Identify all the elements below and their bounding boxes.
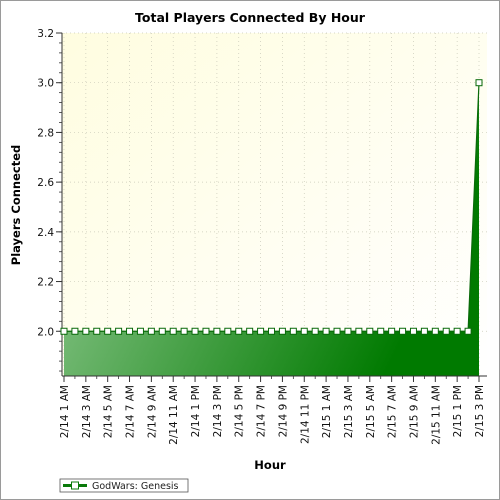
data-point <box>300 327 308 335</box>
legend: GodWars: Genesis <box>59 478 189 493</box>
data-point <box>333 327 341 335</box>
x-tick-label: 2/14 9 PM <box>277 385 289 437</box>
data-point <box>71 327 79 335</box>
x-tick-label: 2/15 9 AM <box>408 385 420 438</box>
data-point <box>377 327 385 335</box>
x-tick-label: 2/15 7 AM <box>387 385 399 438</box>
data-point <box>158 327 166 335</box>
y-tick-label: 2.2 <box>37 277 54 289</box>
x-tick-label: 2/14 7 PM <box>256 385 268 437</box>
data-point <box>409 327 417 335</box>
data-point <box>115 327 123 335</box>
data-point <box>82 327 90 335</box>
x-tick-label: 2/15 1 PM <box>452 385 464 437</box>
data-point <box>235 327 243 335</box>
series-area-fill <box>64 82 479 376</box>
x-tick-label: 2/14 11 AM <box>168 385 180 445</box>
data-point <box>464 327 472 335</box>
legend-label: GodWars: Genesis <box>92 481 179 492</box>
data-point <box>388 327 396 335</box>
data-point <box>431 327 439 335</box>
data-point <box>213 327 221 335</box>
data-point <box>224 327 232 335</box>
data-point <box>93 327 101 335</box>
data-point <box>322 327 330 335</box>
x-tick-label: 2/15 3 AM <box>343 385 355 438</box>
x-tick-label: 2/15 11 AM <box>430 385 442 445</box>
data-point <box>420 327 428 335</box>
data-point <box>104 327 112 335</box>
data-point <box>278 327 286 335</box>
x-tick-label: 2/14 3 PM <box>212 385 224 437</box>
data-point <box>311 327 319 335</box>
x-axis-label: Hour <box>254 458 286 472</box>
x-tick-label: 2/14 9 AM <box>146 385 158 438</box>
x-tick-label: 2/14 1 PM <box>190 385 202 437</box>
series-markers <box>60 79 483 335</box>
y-axis-label: Players Connected <box>9 145 23 265</box>
y-tick-label: 2.6 <box>37 177 54 189</box>
y-tick-label: 2.0 <box>37 326 54 338</box>
data-point <box>180 327 188 335</box>
data-point <box>344 327 352 335</box>
data-point <box>246 327 254 335</box>
x-axis: 2/14 1 AM 2/14 3 AM 2/14 5 AM 2/14 7 AM 2/14… <box>59 375 487 445</box>
y-tick-label: 2.4 <box>37 227 54 239</box>
chart-title: Total Players Connected By Hour <box>135 10 366 25</box>
data-point <box>442 327 450 335</box>
data-point <box>191 327 199 335</box>
data-point <box>355 327 363 335</box>
data-point <box>60 327 68 335</box>
x-tick-label: 2/14 1 AM <box>59 385 71 438</box>
x-tick-label: 2/15 3 PM <box>474 385 486 437</box>
legend-marker-icon <box>71 481 79 490</box>
y-tick-label: 3.0 <box>37 78 54 90</box>
data-point <box>257 327 265 335</box>
y-axis: 2.0 2.2 2.4 2.6 2.8 3.0 3.2 <box>37 28 63 376</box>
plot-background <box>62 33 487 376</box>
data-point <box>147 327 155 335</box>
y-tick-label: 2.8 <box>37 127 54 139</box>
data-point <box>399 327 407 335</box>
x-tick-label: 2/14 11 PM <box>299 385 311 444</box>
x-tick-label: 2/14 3 AM <box>81 385 93 438</box>
data-point <box>136 327 144 335</box>
y-tick-label: 3.2 <box>37 28 54 40</box>
x-tick-label: 2/14 5 PM <box>234 385 246 437</box>
data-point <box>475 79 483 87</box>
data-point <box>289 327 297 335</box>
x-tick-label: 2/15 1 AM <box>321 385 333 438</box>
data-point <box>126 327 134 335</box>
data-point <box>268 327 275 335</box>
x-tick-label: 2/14 5 AM <box>103 385 115 438</box>
data-point <box>169 327 177 335</box>
x-tick-label: 2/15 5 AM <box>365 385 377 438</box>
data-point <box>453 327 461 335</box>
data-point <box>366 327 374 335</box>
legend-box <box>59 478 189 493</box>
x-tick-label: 2/14 7 AM <box>125 385 137 438</box>
data-point <box>202 327 210 335</box>
